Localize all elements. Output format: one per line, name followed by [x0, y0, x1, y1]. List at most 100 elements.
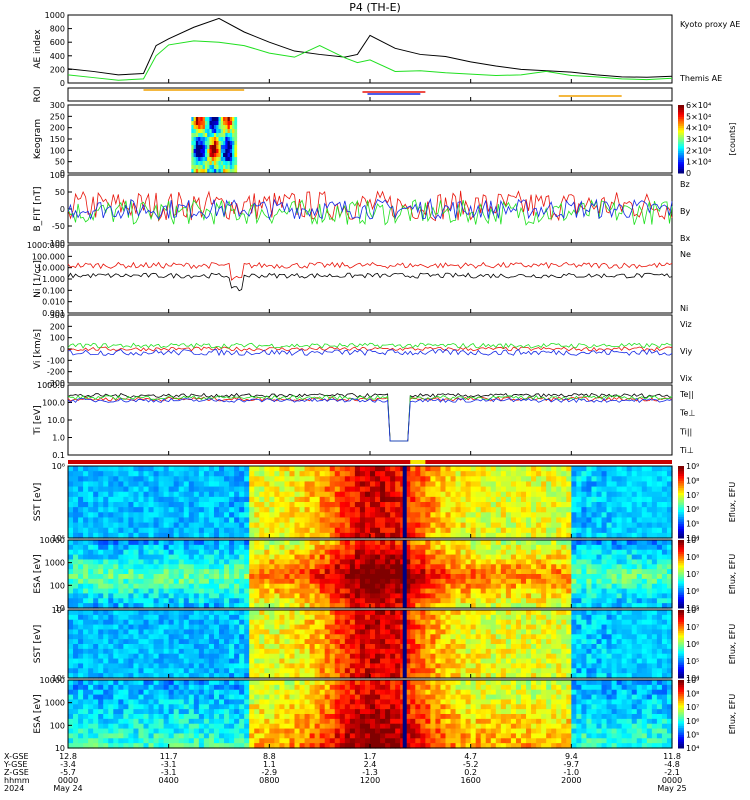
- keogram-cell: [209, 137, 213, 142]
- spectrogram-cell: [455, 532, 462, 539]
- keogram-cell: [218, 141, 222, 146]
- spectrogram-cell: [385, 658, 391, 665]
- spectrogram-cell: [485, 564, 492, 570]
- spectrogram-cell: [309, 532, 316, 539]
- spectrogram-cell: [173, 486, 180, 493]
- spectrogram-cell: [203, 653, 210, 660]
- spectrogram-cell: [213, 532, 220, 539]
- spectrogram-cell: [601, 574, 608, 580]
- spectrogram-cell: [576, 583, 582, 590]
- spectrogram-cell: [651, 496, 658, 503]
- keogram-cell: [198, 153, 201, 158]
- spectrogram-cell: [354, 549, 361, 556]
- spectrogram-cell: [208, 527, 215, 534]
- spectrogram-cell: [148, 588, 155, 595]
- spectrogram-cell: [500, 491, 507, 498]
- spectrogram-cell: [576, 598, 582, 604]
- trace-line: [67, 190, 673, 222]
- keogram-cell: [227, 133, 231, 138]
- spectrogram-cell: [425, 532, 431, 539]
- spectrogram-cell: [621, 496, 628, 503]
- spectrogram-cell: [239, 554, 245, 561]
- spectrogram-cell: [349, 624, 356, 631]
- spectrogram-cell: [234, 544, 240, 551]
- keogram-cell: [202, 153, 206, 158]
- spectrogram-cell: [591, 574, 598, 580]
- spectrogram-cell: [410, 554, 416, 561]
- spectrogram-cell: [103, 569, 109, 575]
- spectrogram-cell: [395, 578, 401, 585]
- spectrogram-cell: [249, 673, 255, 679]
- spectrogram-cell: [329, 549, 336, 556]
- spectrogram-cell: [641, 507, 648, 513]
- spectrogram-cell: [103, 634, 109, 640]
- spectrogram-cell: [364, 481, 371, 488]
- spectrogram-cell: [198, 629, 205, 635]
- spectrogram-cell: [425, 466, 431, 472]
- spectrogram-cell: [636, 569, 643, 575]
- spectrogram-cell: [636, 502, 643, 508]
- spectrogram-cell: [626, 588, 633, 595]
- spectrogram-cell: [430, 532, 437, 539]
- spectrogram-cell: [380, 522, 386, 529]
- spectrogram-cell: [556, 559, 562, 565]
- spectrogram-cell: [611, 588, 618, 595]
- spectrogram-cell: [173, 496, 180, 503]
- spectrogram-cell: [78, 517, 84, 524]
- spectrogram-cell: [661, 481, 668, 488]
- spectrogram-cell: [188, 598, 195, 604]
- spectrogram-cell: [259, 619, 265, 626]
- spectrogram-cell: [143, 481, 150, 488]
- spectrogram-cell: [264, 517, 270, 524]
- spectrogram-cell: [621, 549, 628, 556]
- spectrogram-cell: [621, 507, 628, 513]
- spectrogram-cell: [380, 559, 386, 565]
- spectrogram-cell: [601, 532, 608, 539]
- spectrogram-cell: [138, 578, 145, 585]
- spectrogram-cell: [83, 507, 89, 513]
- spectrogram-cell: [546, 507, 552, 513]
- spectrogram-cell: [178, 619, 185, 626]
- spectrogram-cell: [219, 668, 225, 674]
- spectrogram-cell: [78, 486, 84, 493]
- spectrogram-cell: [536, 502, 542, 508]
- spectrogram-cell: [208, 496, 215, 503]
- spectrogram-cell: [244, 578, 250, 585]
- spectrogram-cell: [183, 574, 190, 580]
- spectrogram-cell: [314, 564, 321, 570]
- spectrogram-cell: [108, 522, 114, 529]
- spectrogram-cell: [385, 527, 391, 534]
- spectrogram-cell: [536, 517, 542, 524]
- spectrogram-cell: [515, 593, 522, 599]
- spectrogram-cell: [148, 554, 155, 561]
- spectrogram-cell: [470, 583, 477, 590]
- spectrogram-cell: [239, 491, 245, 498]
- spectrogram-cell: [208, 569, 215, 575]
- spectrogram-cell: [173, 517, 180, 524]
- spectrogram-cell: [294, 544, 301, 551]
- spectrogram-cell: [420, 644, 426, 650]
- spectrogram-cell: [651, 486, 658, 493]
- spectrogram-cell: [556, 554, 562, 561]
- spectrogram-cell: [153, 574, 160, 580]
- spectrogram-cell: [465, 502, 472, 508]
- spectrogram-cell: [354, 569, 361, 575]
- spectrogram-cell: [490, 466, 497, 472]
- spectrogram-cell: [143, 544, 150, 551]
- spectrogram-cell: [198, 486, 205, 493]
- spectrogram-cell: [284, 481, 291, 488]
- spectrogram-cell: [188, 583, 195, 590]
- spectrogram-cell: [133, 619, 140, 626]
- spectrogram-cell: [425, 588, 431, 595]
- spectrogram-cell: [405, 663, 411, 669]
- spectrogram-cell: [219, 583, 225, 590]
- spectrogram-cell: [133, 569, 140, 575]
- spectrogram-cell: [83, 517, 89, 524]
- spectrogram-cell: [480, 569, 487, 575]
- spectrogram-cell: [339, 564, 346, 570]
- spectrogram-cell: [521, 512, 527, 519]
- colorbar-cell: [678, 571, 684, 575]
- colorbar-tick-label: 10⁴: [686, 534, 699, 543]
- spectrogram-cell: [375, 544, 381, 551]
- spectrogram-cell: [440, 507, 447, 513]
